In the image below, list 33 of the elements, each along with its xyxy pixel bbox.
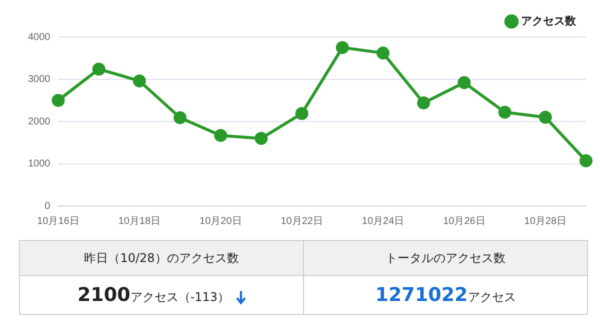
y-tick-label: 2000 xyxy=(28,116,51,128)
point xyxy=(580,154,592,168)
point xyxy=(376,46,390,60)
point xyxy=(174,111,187,124)
point xyxy=(538,110,552,124)
y-tick-label: 0 xyxy=(44,200,51,212)
point xyxy=(458,76,471,90)
x-tick-label: 10月28日 xyxy=(524,216,567,227)
point xyxy=(295,106,308,120)
text: 1271022 xyxy=(375,284,468,306)
y-tick-label: 1000 xyxy=(28,158,51,170)
point xyxy=(52,94,65,107)
text: 昨日（10/28）のアクセス数 xyxy=(20,240,304,276)
point xyxy=(254,132,268,145)
x-tick-label: 10月20日 xyxy=(200,216,242,227)
text: 2100 xyxy=(77,284,130,306)
point xyxy=(92,62,106,76)
text: トータルのアクセス数 xyxy=(304,240,588,276)
x-tick-label: 10月16日 xyxy=(37,216,80,227)
x-tick-label: 10月18日 xyxy=(118,216,161,227)
x-tick-label: 10月26日 xyxy=(443,216,486,227)
text: アクセス（-113） xyxy=(130,290,230,304)
text: アクセス xyxy=(468,290,516,304)
point xyxy=(132,74,146,88)
y-tick-label: 3000 xyxy=(28,74,51,85)
point xyxy=(336,41,349,54)
y-tick-label: 4000 xyxy=(28,32,51,43)
point xyxy=(214,128,228,142)
x-tick-label: 10月24日 xyxy=(362,216,404,227)
point xyxy=(417,96,430,110)
x-tick-label: 10月22日 xyxy=(280,216,323,227)
point xyxy=(498,106,512,119)
legend-label: アクセス数 xyxy=(521,14,577,28)
